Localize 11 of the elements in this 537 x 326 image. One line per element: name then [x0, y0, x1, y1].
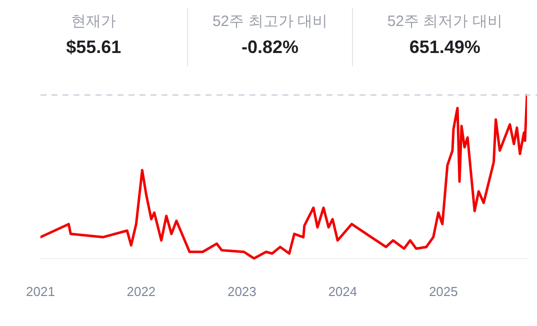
x-tick-label: 2023 [227, 284, 256, 299]
text: 52주 최저가 대비 [386, 12, 504, 31]
text: 현재가 [70, 12, 118, 31]
x-tick-label: 2021 [26, 284, 55, 299]
x-tick-label: 2022 [126, 284, 156, 299]
text: $55.61 [65, 37, 122, 58]
text: -0.82% [240, 37, 300, 58]
text: 52주 최고가 대비 [211, 12, 328, 31]
x-tick-label: 2024 [328, 284, 358, 299]
text: 651.49% [408, 37, 482, 58]
x-tick-label: 2025 [428, 284, 458, 299]
